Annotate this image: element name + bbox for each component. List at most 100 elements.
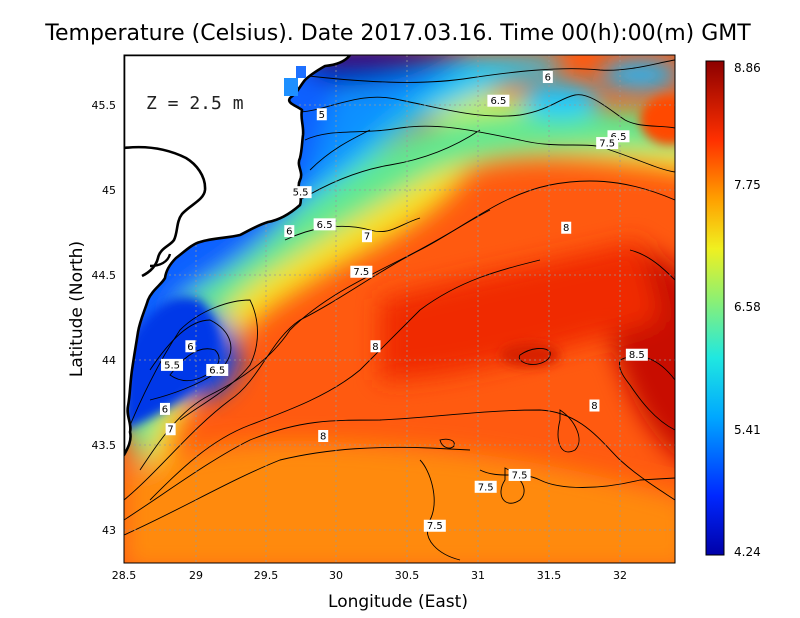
contour-label: 6.5 [206, 363, 229, 376]
contour-label-text: 7 [364, 232, 370, 243]
contour-label: 5.5 [289, 186, 312, 199]
x-tick-label: 29.5 [254, 569, 279, 582]
contour-label-background [318, 430, 329, 442]
contour-label: 6 [159, 402, 170, 415]
contour-label: 7.5 [350, 265, 373, 278]
contour-label-background [487, 94, 510, 107]
contour-label-text: 6 [545, 73, 551, 84]
contour-label: 8 [370, 340, 381, 353]
coastal-fringe [284, 66, 306, 96]
contour-label: 5 [316, 108, 327, 121]
x-axis-ticks: 28.5 29 29.5 30 30.5 31 31.5 32 [112, 569, 627, 582]
contour-label: 7.5 [474, 480, 497, 493]
contour-label-text: 6.5 [611, 132, 627, 143]
y-tick-label: 43.5 [92, 439, 117, 452]
colorbar-tick-label: 6.58 [734, 300, 761, 314]
contour-label-text: 5.5 [164, 360, 180, 371]
contour-label-background [165, 423, 176, 436]
contour-label: 8 [561, 221, 572, 234]
contour-label-text: 6.5 [317, 220, 333, 231]
colorbar-tick-label: 5.41 [734, 423, 761, 437]
contour-label-text: 6 [187, 342, 193, 353]
contour-label-text: 8.5 [629, 350, 645, 361]
contour-label-text: 5.5 [293, 188, 309, 199]
contour-label: 6 [284, 225, 295, 238]
plot-frame [123, 54, 676, 564]
contour-label: 5.5 [161, 358, 184, 371]
contour-label: 8.5 [625, 348, 648, 361]
contour-label: 7.5 [508, 468, 531, 481]
contour-label-background [625, 348, 648, 361]
contour-label: 6.5 [313, 218, 336, 231]
x-tick-label: 30 [329, 569, 343, 582]
contour-label-text: 6.5 [209, 365, 225, 376]
depth-label: Z = 2.5 m [146, 93, 244, 114]
contour-label-background [370, 340, 381, 353]
contour-label: 6 [542, 71, 553, 84]
contour-label: 6.5 [487, 94, 510, 107]
contour-label: 8 [318, 430, 329, 443]
contour-label: 7 [362, 230, 373, 243]
colorbar-tick-label: 7.75 [734, 178, 761, 192]
contour-label-text: 7.5 [353, 267, 369, 278]
contour-label: 8 [589, 399, 600, 412]
y-tick-label: 45.5 [92, 99, 117, 112]
contour-label-background [289, 186, 312, 199]
contour-label-background [542, 71, 553, 84]
contour-label-background [508, 468, 531, 481]
contour-label-background [589, 399, 600, 412]
contour-label-background [596, 137, 619, 150]
colorbar-tick-label: 8.86 [734, 61, 761, 75]
contour-label: 6 [185, 340, 196, 353]
contour-label-text: 8 [563, 223, 569, 234]
contour-label-text: 5 [319, 110, 325, 121]
contour-label-text: 7.5 [599, 139, 615, 150]
y-tick-label: 43 [102, 524, 116, 537]
contour-label-background [362, 230, 373, 243]
contour-label-background [185, 340, 196, 353]
x-tick-label: 29 [189, 569, 203, 582]
y-tick-label: 44 [102, 354, 116, 367]
contour-label-background [474, 480, 497, 493]
contour-label-background [206, 363, 229, 376]
contour-label-background [561, 221, 572, 234]
contour-label: 7.5 [423, 519, 446, 532]
contour-label-text: 8 [591, 401, 597, 412]
contour-label-text: 7.5 [478, 482, 494, 493]
colorbar-tick-label: 4.24 [734, 545, 761, 559]
colorbar-gradient [705, 60, 725, 556]
contour-label-text: 7.5 [427, 521, 443, 532]
contour-label-text: 7 [167, 425, 173, 436]
contour-label-background [316, 108, 327, 121]
contour-label-text: 8 [320, 432, 326, 443]
x-tick-label: 31.5 [537, 569, 562, 582]
contour-lines [124, 59, 675, 561]
contour-label-text: 7.5 [512, 470, 528, 481]
contour-label-background [159, 402, 170, 415]
land-mass [124, 55, 352, 457]
contour-label-background [284, 225, 295, 238]
y-tick-label: 44.5 [92, 269, 117, 282]
chart-title: Temperature (Celsius). Date 2017.03.16. … [44, 21, 751, 46]
contour-label-text: 6 [162, 404, 168, 415]
x-axis-title: Longitude (East) [328, 592, 468, 612]
contour-label-background [313, 218, 336, 231]
y-tick-label: 45 [102, 184, 116, 197]
contour-label-text: 8 [372, 342, 378, 353]
y-axis-title: Latitude (North) [67, 241, 87, 377]
x-tick-label: 31 [471, 569, 485, 582]
contour-label-background [423, 519, 446, 532]
contour-label-background [161, 358, 184, 371]
x-tick-label: 30.5 [395, 569, 420, 582]
y-axis-ticks: 45.5 45 44.5 44 43.5 43 [92, 99, 117, 537]
x-tick-label: 32 [613, 569, 627, 582]
contour-label-text: 6 [286, 227, 292, 238]
contour-label-background [350, 265, 373, 278]
contour-label-text: 6.5 [490, 96, 506, 107]
contour-label: 7 [165, 423, 176, 436]
x-tick-label: 28.5 [112, 569, 137, 582]
contour-label: 7.5 [596, 137, 619, 150]
colorbar: 8.86 7.75 6.58 5.41 4.24 [705, 60, 761, 559]
